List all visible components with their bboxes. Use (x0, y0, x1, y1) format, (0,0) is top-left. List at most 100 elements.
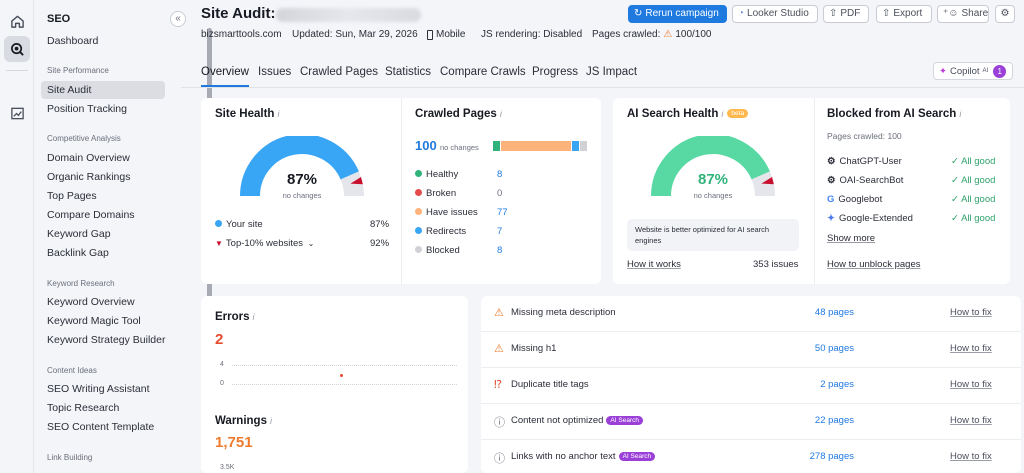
issue-pages-link[interactable]: 2 pages (820, 379, 854, 390)
upload-icon: ⇧ (882, 8, 891, 19)
how-to-fix-link[interactable]: How to fix (950, 379, 992, 390)
crawled-row-value[interactable]: 8 (497, 245, 503, 256)
bot-row: ✦ Google-Extended (827, 213, 913, 224)
issue-pages-link[interactable]: 50 pages (814, 343, 854, 354)
sidebar-item-keyword-gap[interactable]: Keyword Gap (47, 228, 111, 240)
pdf-button[interactable]: ⇧ PDF (823, 5, 869, 23)
sidebar-item-keyword-overview[interactable]: Keyword Overview (47, 296, 135, 308)
sidebar-item-domain-overview[interactable]: Domain Overview (47, 152, 130, 164)
how-it-works-link[interactable]: How it works (627, 259, 681, 270)
issue-label[interactable]: Links with no anchor text AI Search (511, 451, 656, 462)
crawled-row-value[interactable]: 77 (497, 207, 508, 218)
tab-js-impact[interactable]: JS Impact (586, 66, 638, 78)
tab-crawled-pages[interactable]: Crawled Pages (300, 66, 378, 78)
sidebar-item-keyword-strategy-builder[interactable]: Keyword Strategy Builder (47, 334, 166, 346)
issue-label[interactable]: Missing h1 (511, 343, 557, 354)
refresh-icon: ↻ (634, 8, 643, 19)
issue-label[interactable]: Content not optimized AI Search (511, 415, 643, 426)
your-site-value: 87% (370, 219, 390, 230)
collapse-sidebar-icon[interactable]: « (170, 11, 186, 27)
home-icon[interactable] (4, 8, 30, 34)
blocked-ai-subtitle: Pages crawled: 100 (827, 131, 902, 141)
info-icon[interactable]: i (721, 109, 724, 119)
redacted-project-name (276, 8, 421, 22)
site-health-title: Site Health i (215, 108, 280, 120)
rerun-campaign-button[interactable]: ↻ Rerun campaign (628, 5, 727, 23)
sidebar-item-site-audit[interactable]: Site Audit (41, 81, 165, 99)
crawled-total[interactable]: 100 (415, 138, 437, 153)
issue-label[interactable]: Duplicate title tags (511, 379, 589, 390)
sidebar-item-position-tracking[interactable]: Position Tracking (47, 103, 127, 115)
ai-search-note: no changes (693, 191, 733, 200)
how-to-fix-link[interactable]: How to fix (950, 343, 992, 354)
chevron-down-icon: ⌄ (307, 239, 315, 248)
tab-overview[interactable]: Overview (201, 66, 249, 78)
info-icon[interactable]: i (269, 416, 272, 426)
errors-value[interactable]: 2 (215, 331, 224, 348)
tab-issues[interactable]: Issues (258, 66, 292, 78)
sidebar-item-seo-content-template[interactable]: SEO Content Template (47, 421, 155, 433)
ai-issues-link[interactable]: 353 issues (753, 259, 799, 270)
tab-progress[interactable]: Progress (532, 66, 579, 78)
status-dot (415, 189, 422, 196)
site-health-card: Site Health i 87% no changes Your site 87… (201, 98, 601, 284)
warning-icon: ⚠ (663, 29, 673, 40)
crawl-bar-segment (572, 141, 579, 151)
share-button[interactable]: ⁺☺ Share (937, 5, 989, 23)
status-dot (415, 208, 422, 215)
bot-name: ChatGPT-User (839, 156, 902, 167)
how-to-fix-link[interactable]: How to fix (950, 415, 992, 426)
crawled-row-value[interactable]: 7 (497, 226, 503, 237)
seo-toolkit-icon[interactable] (4, 36, 30, 62)
issue-row: ⚠ Missing h1 50 pages How to fix (481, 332, 1021, 368)
issue-row: ⓘ Links with no anchor text AI Search 278 p… (481, 440, 1021, 473)
bot-row: G Googlebot (827, 194, 882, 205)
how-to-fix-link[interactable]: How to fix (950, 307, 992, 318)
export-button[interactable]: ⇧ Export (876, 5, 932, 23)
warning-icon: ⚠ (494, 307, 504, 319)
check-icon: ✓ (951, 213, 962, 224)
issue-label[interactable]: Missing meta description (511, 307, 616, 318)
info-icon[interactable]: i (277, 109, 280, 119)
copilot-button[interactable]: ✦ Copilot AI 1 (933, 62, 1013, 80)
crawled-row-label: Broken (426, 188, 457, 199)
how-to-fix-link[interactable]: How to fix (950, 451, 992, 462)
project-domain: bizsmarttools.com (201, 29, 282, 40)
sidebar-item-topic-research[interactable]: Topic Research (47, 402, 120, 414)
sidebar-item-top-pages[interactable]: Top Pages (47, 190, 97, 202)
bot-row: ⚙ ChatGPT-User (827, 156, 902, 167)
issue-pages-link[interactable]: 48 pages (814, 307, 854, 318)
upload-icon: ⇧ (829, 8, 838, 19)
issue-pages-link[interactable]: 278 pages (809, 451, 854, 462)
warnings-value[interactable]: 1,751 (215, 434, 253, 451)
ai-search-health-title: AI Search Health i beta (627, 108, 749, 120)
legend-top-10[interactable]: ▼ Top-10% websites ⌄ (215, 238, 315, 249)
sidebar-item-seo-writing-assistant[interactable]: SEO Writing Assistant (47, 383, 150, 395)
sidebar-item-dashboard[interactable]: Dashboard (47, 35, 99, 47)
ai-search-badge: AI Search (618, 452, 656, 461)
sidebar-item-compare-domains[interactable]: Compare Domains (47, 209, 135, 221)
warnings-tick: 3.5K (220, 464, 235, 471)
info-icon[interactable]: i (252, 312, 255, 322)
pages-crawled-info: Pages crawled: ⚠ 100/100 (592, 29, 712, 40)
tab-statistics[interactable]: Statistics (385, 66, 432, 78)
show-more-link[interactable]: Show more (827, 233, 876, 244)
info-icon[interactable]: i (959, 109, 962, 119)
info-icon[interactable]: i (499, 109, 502, 119)
reports-icon[interactable] (4, 100, 30, 126)
how-to-unblock-link[interactable]: How to unblock pages (827, 259, 921, 270)
sidebar-item-backlink-gap[interactable]: Backlink Gap (47, 247, 109, 259)
icon-rail (0, 0, 34, 473)
sidebar-item-keyword-magic-tool[interactable]: Keyword Magic Tool (47, 315, 141, 327)
crawled-row-redirects: Redirects (415, 226, 466, 237)
settings-button[interactable]: ⚙ (995, 5, 1015, 23)
issue-row: ⓘ Content not optimized AI Search 22 pages H… (481, 404, 1021, 440)
crawled-row-value[interactable]: 8 (497, 169, 503, 180)
check-icon: ✓ (951, 194, 962, 205)
errors-warnings-card: Errors i 2 4 0 Warnings i 1,751 3.5K (201, 296, 468, 473)
issue-pages-link[interactable]: 22 pages (814, 415, 854, 426)
sidebar-item-organic-rankings[interactable]: Organic Rankings (47, 171, 131, 183)
tab-compare-crawls[interactable]: Compare Crawls (440, 66, 526, 78)
looker-studio-button[interactable]: ◔ Looker Studio (732, 5, 818, 23)
errors-chart-point (340, 374, 343, 377)
